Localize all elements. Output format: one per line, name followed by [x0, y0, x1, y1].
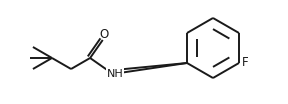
Text: O: O	[99, 28, 108, 41]
Text: NH: NH	[107, 69, 124, 79]
Text: F: F	[242, 56, 249, 69]
Text: NH: NH	[107, 69, 124, 79]
